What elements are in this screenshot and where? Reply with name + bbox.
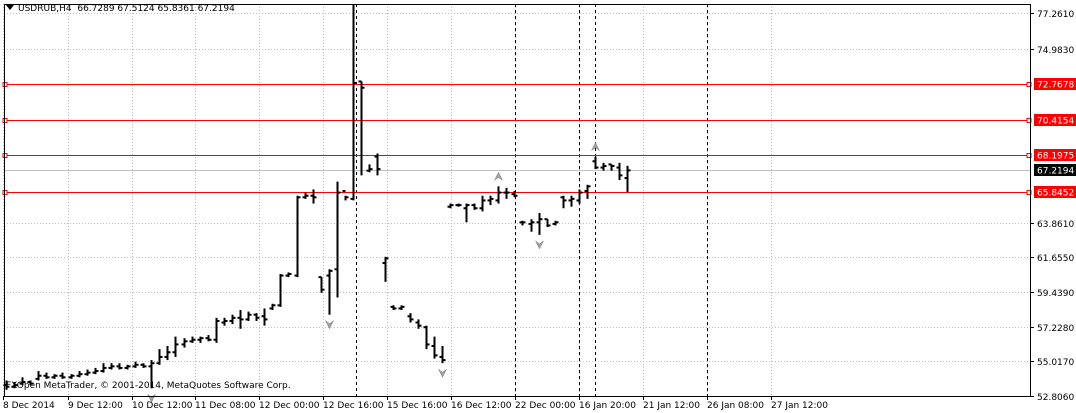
horizontal-lines[interactable] (2, 82, 1032, 195)
ohlc-values: 66.7289 67.5124 65.8361 67.2194 (77, 4, 235, 14)
hline-price-badge (1034, 186, 1076, 198)
current-price-badge (1034, 164, 1076, 176)
x-tick-label: 8 Dec 2014 (3, 401, 55, 411)
y-tick-label: 63.8610 (1037, 220, 1074, 230)
current-price-label: 67.2194 (1037, 167, 1074, 177)
x-tick-label: 26 Jan 08:00 (707, 401, 764, 411)
ohlc-bars (3, 4, 631, 390)
y-tick-label: 52.8060 (1037, 393, 1074, 403)
time-axis[interactable]: 8 Dec 2014 9 Dec 12:00 10 Dec 12:00 11 Dec … (3, 396, 828, 411)
chart-grid (3, 4, 1030, 397)
x-tick-label: 21 Jan 12:00 (643, 401, 700, 411)
fractal-down-icon (438, 369, 447, 378)
chart-header: USDRUB,H4 66.7289 67.5124 65.8361 67.219… (6, 4, 235, 14)
x-tick-label: 10 Dec 12:00 (132, 401, 193, 411)
y-tick-label: 59.4390 (1037, 289, 1074, 299)
fractal-markers (147, 142, 600, 403)
chart-menu-arrow-icon[interactable] (6, 5, 14, 10)
hline-price-label: 68.1975 (1037, 152, 1074, 162)
fractal-up-icon (591, 142, 600, 151)
y-tick-label: 55.0170 (1037, 358, 1074, 368)
x-tick-label: 22 Dec 00:00 (515, 401, 576, 411)
hline-price-label: 72.7678 (1037, 81, 1074, 91)
x-tick-label: 16 Jan 20:00 (579, 401, 636, 411)
x-tick-label: 11 Dec 08:00 (195, 401, 256, 411)
hline-price-badge (1034, 78, 1076, 90)
hline-price-label: 65.8452 (1037, 189, 1074, 199)
y-tick-label: 77.2610 (1037, 10, 1074, 20)
y-tick-label: 57.2280 (1037, 324, 1074, 334)
fractal-down-icon (325, 320, 334, 330)
hline-price-badge (1034, 114, 1076, 126)
price-axis[interactable]: 77.2610 74.9830 63.8610 61.6550 59.4390 57.22… (1030, 10, 1076, 403)
hline-price-badge (1034, 149, 1076, 161)
y-tick-label: 61.6550 (1037, 254, 1074, 264)
x-tick-label: 12 Dec 00:00 (259, 401, 320, 411)
plot-border (4, 4, 1031, 397)
y-tick-label: 74.9830 (1037, 46, 1074, 56)
x-tick-label: 27 Jan 12:00 (771, 401, 828, 411)
chart-frame (4, 4, 1031, 397)
fractal-up-icon (494, 171, 503, 181)
x-tick-label: 9 Dec 12:00 (68, 401, 123, 411)
x-tick-label: 12 Dec 16:00 (323, 401, 384, 411)
copyright-text: FXOpen MetaTrader, © 2001-2014, MetaQuot… (6, 381, 291, 391)
x-tick-label: 16 Dec 12:00 (451, 401, 512, 411)
x-tick-label: 15 Dec 16:00 (387, 401, 448, 411)
symbol-timeframe: USDRUB,H4 (18, 4, 72, 14)
fractal-down-icon (535, 240, 544, 250)
hline-price-label: 70.4154 (1037, 117, 1074, 127)
